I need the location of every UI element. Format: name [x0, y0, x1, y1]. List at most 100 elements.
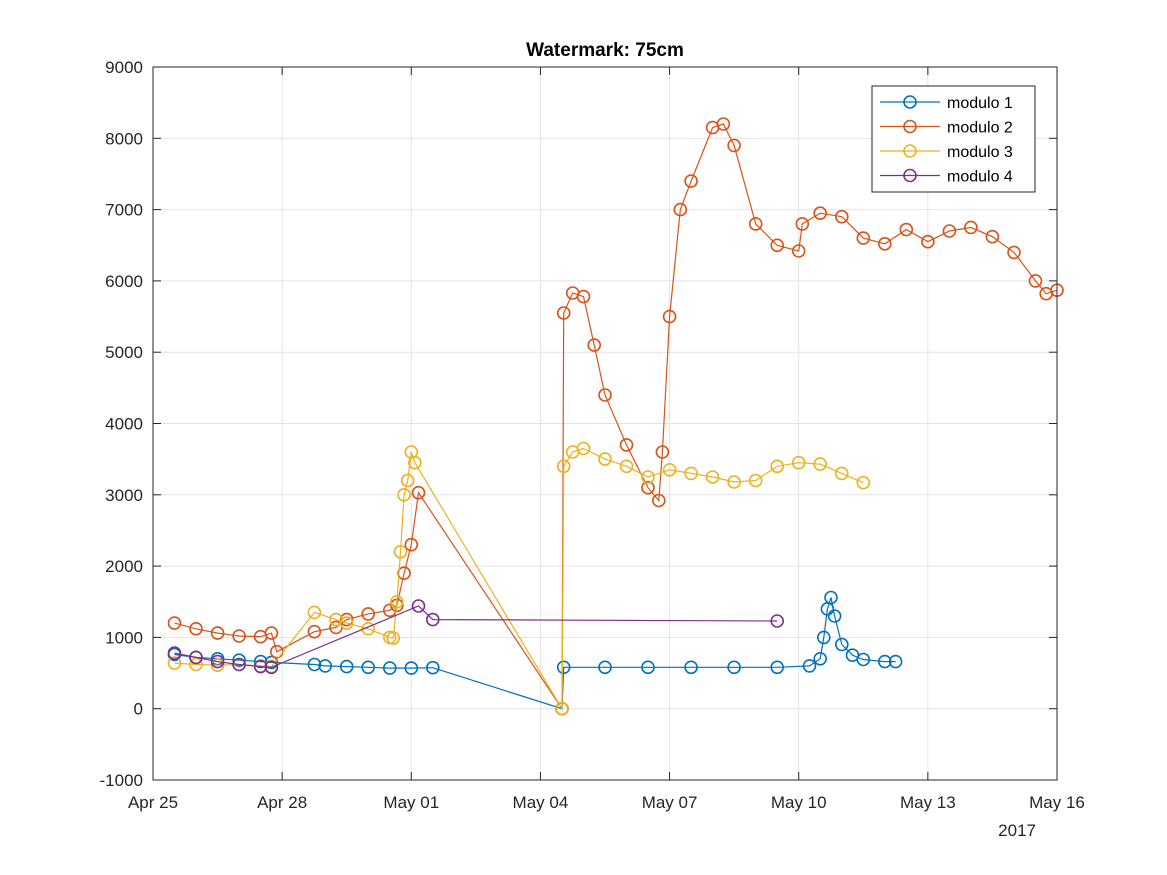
data-point	[264, 626, 279, 640]
y-tick-label: -1000	[100, 771, 143, 790]
data-point	[598, 388, 612, 402]
data-point	[576, 441, 591, 456]
legend-entry: modulo 3	[947, 144, 1013, 161]
data-point	[598, 660, 612, 675]
x-tick-label: May 07	[642, 793, 698, 812]
data-point	[232, 657, 246, 672]
x-tick-label: Apr 25	[128, 793, 178, 812]
x-tick-label: May 16	[1029, 793, 1085, 812]
legend-entry: modulo 1	[947, 95, 1013, 112]
data-point	[1007, 245, 1021, 260]
data-point	[641, 660, 655, 675]
data-point	[791, 244, 806, 258]
data-point	[210, 658, 225, 673]
data-point	[411, 599, 426, 613]
data-point	[307, 624, 322, 639]
legend-entry: modulo 4	[947, 169, 1013, 186]
data-point	[390, 594, 404, 609]
legend-marker	[903, 168, 917, 183]
data-point	[655, 445, 670, 459]
legend-marker	[903, 144, 917, 158]
data-point	[827, 609, 842, 623]
data-point	[339, 612, 354, 627]
data-point	[770, 459, 785, 474]
data-point	[587, 338, 602, 352]
y-tick-label: 4000	[105, 415, 143, 434]
data-point	[727, 660, 741, 675]
legend-marker	[903, 95, 917, 109]
data-point	[673, 202, 688, 217]
data-point	[404, 661, 419, 675]
y-tick-label: 7000	[105, 201, 143, 220]
x-tick-label: May 04	[513, 793, 569, 812]
series-line	[174, 597, 896, 710]
data-point	[834, 466, 849, 481]
data-point	[393, 544, 408, 559]
data-point	[386, 631, 401, 645]
data-point	[411, 485, 426, 500]
y-tick-label: 8000	[105, 129, 143, 148]
data-point	[555, 701, 569, 716]
data-point	[232, 629, 246, 643]
data-point	[834, 637, 849, 652]
data-point	[556, 306, 571, 320]
data-point	[307, 657, 322, 672]
x-tick-label: May 13	[900, 793, 956, 812]
data-point	[662, 309, 677, 324]
x-tick-label: May 01	[383, 793, 439, 812]
data-point	[942, 224, 957, 238]
data-point	[684, 174, 698, 188]
data-point	[167, 656, 182, 670]
legend: modulo 1 modulo 2 modulo 3 modulo 4	[871, 85, 1036, 193]
data-point	[888, 654, 903, 669]
data-point	[400, 473, 415, 488]
data-point	[662, 462, 677, 477]
data-point	[397, 566, 411, 581]
y-tick-label: 3000	[105, 486, 143, 505]
data-point	[189, 650, 203, 665]
series-group	[167, 117, 1064, 716]
data-point	[361, 621, 376, 636]
ticks-group: Apr 25 Apr 28 May 01 May 04 May 07 May 10 May …	[100, 58, 1085, 812]
data-point	[189, 657, 203, 672]
data-point	[716, 117, 731, 131]
data-point	[189, 621, 203, 636]
data-point	[802, 659, 817, 673]
data-point	[210, 626, 225, 640]
data-point	[397, 487, 411, 502]
data-point	[813, 206, 828, 220]
data-point	[877, 654, 892, 669]
data-point	[641, 470, 655, 484]
data-point	[813, 457, 828, 471]
x-year-label: 2017	[998, 821, 1036, 840]
series-line	[174, 123, 1058, 711]
data-point	[824, 590, 838, 605]
data-point	[834, 209, 849, 224]
data-point	[770, 614, 785, 628]
data-point	[425, 660, 440, 675]
data-point	[1028, 274, 1043, 288]
data-point	[361, 660, 376, 675]
data-point	[232, 653, 246, 668]
series-4	[167, 599, 785, 675]
data-point	[619, 438, 634, 452]
data-point	[641, 480, 655, 495]
x-tick-label: Apr 28	[257, 793, 307, 812]
y-tick-label: 1000	[105, 628, 143, 647]
series-line	[174, 447, 864, 711]
legend-marker	[903, 119, 917, 134]
data-point	[167, 646, 182, 660]
data-point	[816, 630, 831, 645]
legend-entry: modulo 2	[947, 120, 1013, 137]
data-point	[318, 659, 333, 673]
data-point	[382, 661, 397, 675]
data-point	[576, 289, 591, 304]
legend-box	[871, 85, 1036, 193]
y-tick-label: 6000	[105, 272, 143, 291]
data-point	[210, 654, 225, 669]
data-point	[684, 466, 698, 481]
data-point	[339, 616, 354, 630]
data-point	[253, 654, 268, 669]
data-point	[748, 217, 763, 231]
